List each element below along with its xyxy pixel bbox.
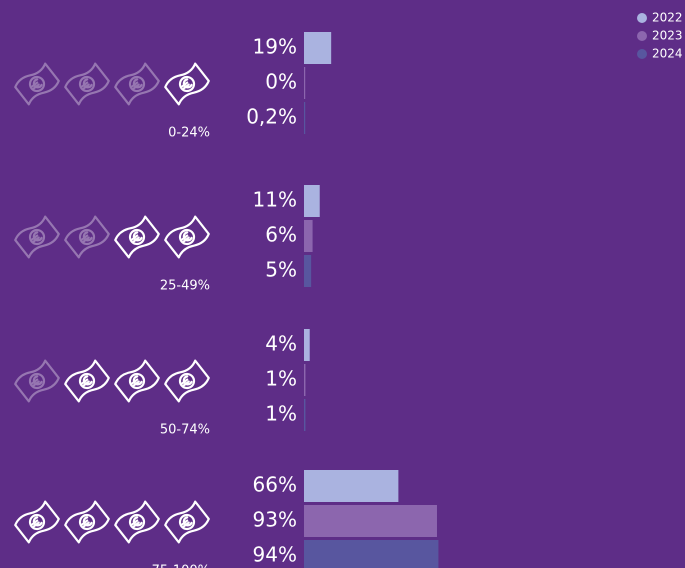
banknote-coin <box>28 513 46 531</box>
banknote-icon <box>14 500 60 544</box>
banknote-outline <box>14 359 60 403</box>
value-label: 6% <box>265 223 297 247</box>
banknote-outline <box>14 500 60 544</box>
euro-sign <box>131 375 143 387</box>
euro-sign <box>81 516 93 528</box>
banknote-coin <box>128 228 146 246</box>
euro-sign <box>31 375 43 387</box>
legend-label: 2024 <box>652 47 683 61</box>
banknote-icon <box>64 62 110 106</box>
bar <box>304 505 437 537</box>
value-label: 0% <box>265 70 297 94</box>
euro-sign <box>131 78 143 90</box>
banknote-icon <box>64 215 110 259</box>
bar <box>304 470 399 502</box>
banknote-coin <box>28 75 46 93</box>
bar <box>304 329 310 361</box>
category-label: 25-49% <box>160 279 210 294</box>
category-label: 75-100% <box>152 564 210 568</box>
euro-sign <box>131 516 143 528</box>
banknote-icon <box>14 215 60 259</box>
bar <box>304 102 306 134</box>
banknote-outline <box>114 359 160 403</box>
banknote-icon <box>114 62 160 106</box>
banknote-coin <box>78 228 96 246</box>
euro-sign <box>31 231 43 243</box>
euro-sign <box>181 78 193 90</box>
euro-sign <box>131 231 143 243</box>
category-label: 0-24% <box>168 126 210 141</box>
banknote-outline <box>14 62 60 106</box>
banknote-outline <box>114 500 160 544</box>
legend-swatch <box>637 49 647 59</box>
banknote-coin <box>28 228 46 246</box>
bar <box>304 185 320 217</box>
value-label: 0,2% <box>246 105 297 129</box>
bar <box>304 399 306 431</box>
euro-sign <box>31 516 43 528</box>
value-label: 4% <box>265 332 297 356</box>
banknote-icon <box>114 215 160 259</box>
value-label: 94% <box>253 543 297 567</box>
banknote-outline <box>64 359 110 403</box>
banknote-coin <box>78 372 96 390</box>
banknote-icon <box>164 215 210 259</box>
banknote-outline <box>164 62 210 106</box>
banknote-coin <box>78 75 96 93</box>
banknote-icon <box>114 500 160 544</box>
value-label: 1% <box>265 402 297 426</box>
bar <box>304 255 312 287</box>
banknote-icon <box>14 62 60 106</box>
bar <box>304 540 439 568</box>
value-label: 1% <box>265 367 297 391</box>
banknote-outline <box>64 62 110 106</box>
banknote-coin <box>128 372 146 390</box>
value-label: 93% <box>253 508 297 532</box>
banknote-icon <box>164 359 210 403</box>
banknote-outline <box>114 215 160 259</box>
bar <box>304 220 313 252</box>
category-label: 50-74% <box>160 423 210 438</box>
bar <box>304 67 306 99</box>
banknote-coin <box>178 75 196 93</box>
euro-sign <box>81 375 93 387</box>
banknote-outline <box>164 359 210 403</box>
banknote-coin <box>78 513 96 531</box>
banknote-coin <box>178 513 196 531</box>
euro-sign <box>31 78 43 90</box>
banknote-icon <box>14 359 60 403</box>
euro-sign <box>81 231 93 243</box>
banknote-icon <box>64 359 110 403</box>
euro-sign <box>81 78 93 90</box>
banknote-outline <box>164 215 210 259</box>
banknote-coin <box>178 228 196 246</box>
bar <box>304 364 306 396</box>
value-label: 11% <box>253 188 297 212</box>
value-label: 66% <box>253 473 297 497</box>
legend-swatch <box>637 31 647 41</box>
euro-sign <box>181 375 193 387</box>
euro-sign <box>181 231 193 243</box>
banknote-outline <box>164 500 210 544</box>
bar <box>304 32 332 64</box>
banknote-outline <box>114 62 160 106</box>
banknote-outline <box>14 215 60 259</box>
banknote-icon <box>164 500 210 544</box>
banknote-icon <box>164 62 210 106</box>
banknote-coin <box>28 372 46 390</box>
value-label: 5% <box>265 258 297 282</box>
banknote-coin <box>178 372 196 390</box>
legend-label: 2022 <box>652 11 683 25</box>
banknote-coin <box>128 513 146 531</box>
banknote-outline <box>64 215 110 259</box>
legend-swatch <box>637 13 647 23</box>
value-label: 19% <box>253 35 297 59</box>
banknote-icon <box>64 500 110 544</box>
banknote-outline <box>64 500 110 544</box>
euro-sign <box>181 516 193 528</box>
banknote-coin <box>128 75 146 93</box>
banknote-icon <box>114 359 160 403</box>
legend-label: 2023 <box>652 29 683 43</box>
